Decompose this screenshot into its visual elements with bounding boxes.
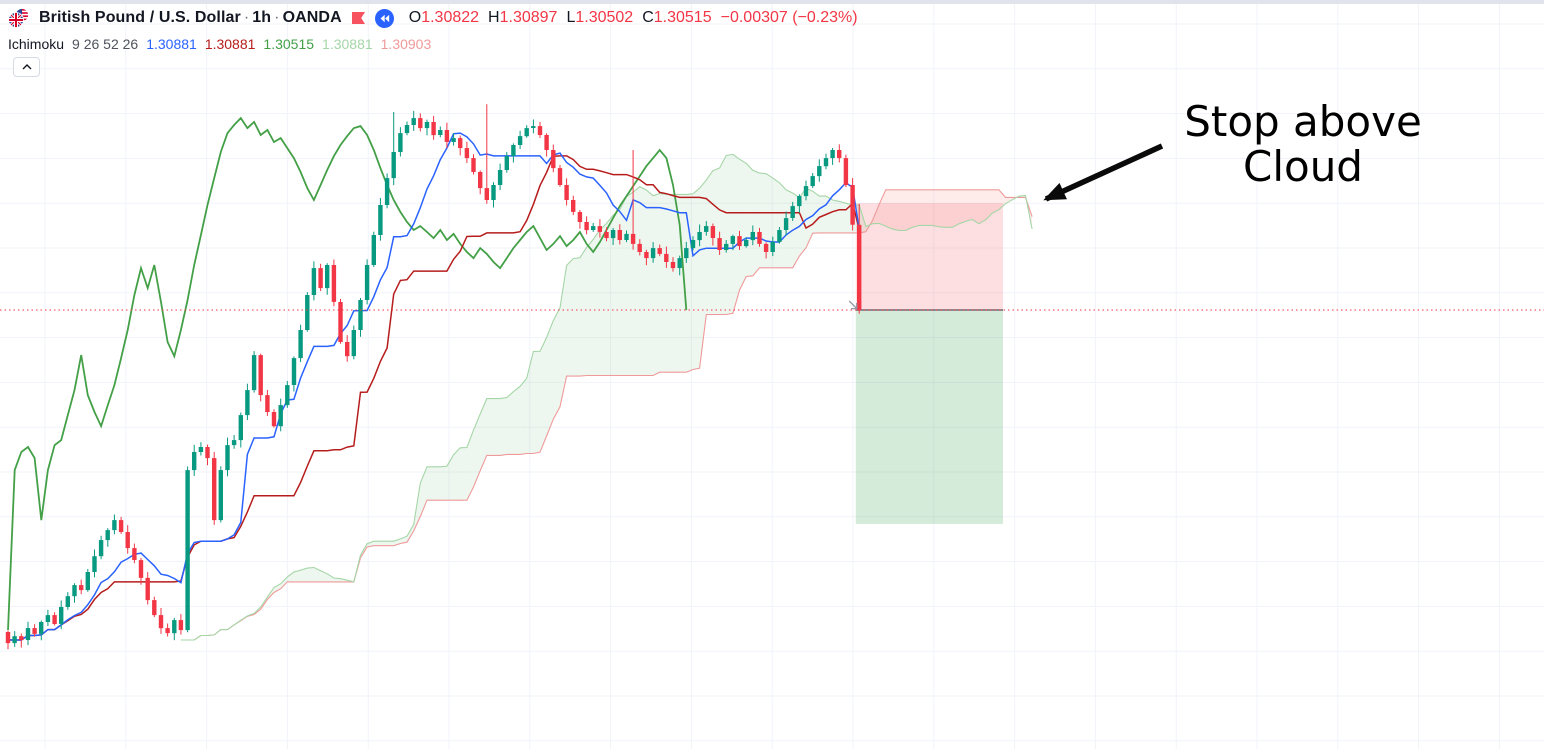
legend-collapse-button[interactable] xyxy=(13,57,40,77)
kijun-value: 1.30881 xyxy=(204,36,256,52)
market-status-flag-icon[interactable] xyxy=(351,11,366,25)
indicator-name[interactable]: Ichimoku xyxy=(8,36,65,52)
senkou-span-a-line[interactable] xyxy=(180,153,1033,641)
annotation-text[interactable]: Stop above Cloud xyxy=(1184,97,1422,191)
change-value: −0.00307 (−0.23%) xyxy=(720,9,858,26)
low-label: L xyxy=(566,9,576,26)
annotation-arrow[interactable] xyxy=(1043,143,1164,202)
exchange[interactable]: OANDA xyxy=(282,9,342,26)
indicator-legend-row: Ichimoku 9 26 52 26 1.30881 1.30881 1.30… xyxy=(8,35,858,53)
take-profit-zone[interactable] xyxy=(855,310,1003,524)
senkou-a-value: 1.30881 xyxy=(322,36,373,52)
low-value: 1.30502 xyxy=(575,9,634,26)
senkou-span-b-line[interactable] xyxy=(180,189,1033,641)
symbol-legend-row: British Pound / U.S. Dollar · 1h · OANDA O1.… xyxy=(8,7,858,29)
senkou-b-value: 1.30903 xyxy=(380,36,432,52)
title-separator-2: · xyxy=(274,9,280,26)
pane-top-border xyxy=(0,0,1544,4)
stop-loss-zone[interactable] xyxy=(855,203,1003,311)
close-label: C xyxy=(642,9,654,26)
high-value: 1.30897 xyxy=(499,9,558,26)
gbpusd-pair-icon xyxy=(8,8,30,28)
timeframe[interactable]: 1h xyxy=(252,9,272,26)
tenkan-sen-line[interactable] xyxy=(8,132,860,641)
symbol-name[interactable]: British Pound / U.S. Dollar xyxy=(39,9,241,26)
chevron-up-icon xyxy=(22,64,31,70)
tenkan-value: 1.30881 xyxy=(146,36,197,52)
symbol-title[interactable]: British Pound / U.S. Dollar · 1h · OANDA xyxy=(39,9,342,27)
chikou-span-line[interactable] xyxy=(7,116,688,631)
grid xyxy=(0,4,1544,749)
chikou-value: 1.30515 xyxy=(263,36,315,52)
chart-legend: British Pound / U.S. Dollar · 1h · OANDA O1.… xyxy=(8,7,858,53)
high-label: H xyxy=(488,9,500,26)
close-value: 1.30515 xyxy=(653,9,712,26)
candlestick-series[interactable] xyxy=(5,104,862,650)
title-separator: · xyxy=(243,9,250,26)
fast-rewind-icon[interactable] xyxy=(374,8,394,28)
open-label: O xyxy=(408,9,422,26)
arrow-down-right-icon xyxy=(848,300,858,310)
indicator-params: 9 26 52 26 xyxy=(72,36,139,52)
open-value: 1.30822 xyxy=(421,9,480,26)
ohlc-values: O1.30822 H1.30897 L1.30502 C1.30515 −0.0… xyxy=(409,9,858,27)
short-position-tool[interactable] xyxy=(855,203,1003,524)
